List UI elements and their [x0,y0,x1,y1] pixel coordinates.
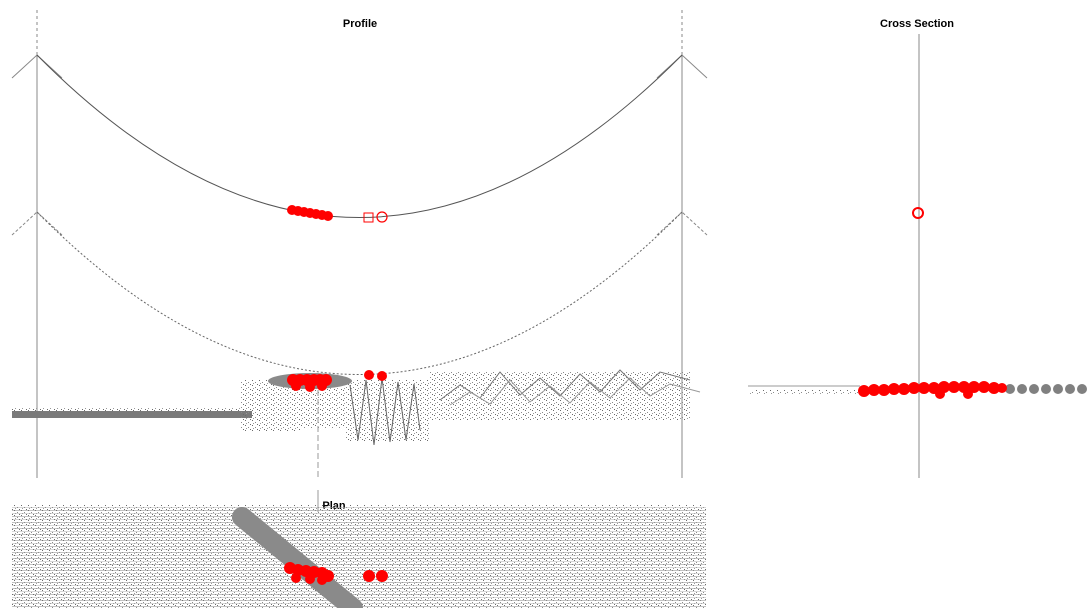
cross-section-conflict-cluster [858,381,1007,399]
ground-conflict-cluster [287,370,387,392]
plan-view [12,490,706,608]
corridor-band [232,507,363,608]
ground-profile [12,369,701,478]
lower-conductor [36,211,683,375]
left-tower [11,10,63,478]
cross-section-title: Cross Section [880,18,954,30]
plan-conflict-cluster [284,562,388,585]
upper-conflict-ring [376,211,388,223]
upper-conductor [36,54,683,218]
cross-section-ground [1005,384,1087,394]
profile-view [11,10,708,478]
upper-conflict-square [363,212,374,223]
profile-title: Profile [342,18,378,30]
cross-section-conductor-ring [912,207,924,219]
cross-section-view [748,34,1087,478]
upper-conflict-cluster [287,205,333,221]
